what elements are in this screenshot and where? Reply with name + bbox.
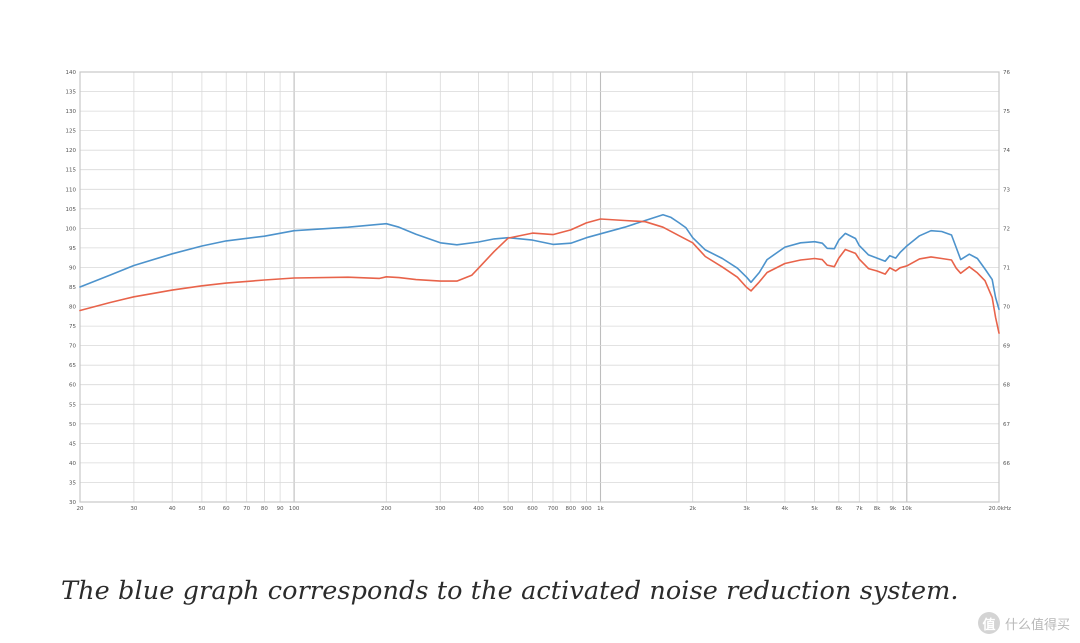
x-tick-label: 30	[130, 506, 137, 512]
chart-background	[0, 0, 1080, 560]
y-tick-label: 60	[69, 383, 76, 389]
right-axis-tick-labels: 66 67 68 69 70 71 72 73 74 75 76	[1003, 70, 1010, 467]
y-tick-label: 55	[69, 402, 76, 408]
y-tick-label: 95	[69, 246, 76, 252]
y-tick-label: 120	[66, 148, 77, 154]
y-tick-label: 45	[69, 441, 76, 447]
x-tick-label: 1k	[597, 506, 604, 512]
right-tick-label: 68	[1003, 383, 1010, 389]
x-tick-label: 7k	[856, 506, 863, 512]
x-tick-label: 80	[261, 506, 268, 512]
y-tick-label: 75	[69, 324, 76, 330]
x-tick-label: 50	[198, 506, 205, 512]
x-tick-label: 90	[277, 506, 284, 512]
y-axis-tick-labels: 30 35 40 45 50 55 60 65 70 75 80 85 90 95 100 105 110 115…	[66, 70, 77, 506]
x-tick-label: 200	[381, 506, 392, 512]
y-tick-label: 85	[69, 285, 76, 291]
y-tick-label: 115	[66, 168, 77, 174]
y-tick-label: 105	[66, 207, 77, 213]
x-tick-label: 600	[527, 506, 538, 512]
y-tick-label: 50	[69, 422, 76, 428]
y-tick-label: 35	[69, 481, 76, 487]
x-tick-label: 700	[548, 506, 559, 512]
x-tick-label: 2k	[689, 506, 696, 512]
x-tick-label: 60	[223, 506, 230, 512]
y-tick-label: 65	[69, 363, 76, 369]
x-tick-label: 6k	[835, 506, 842, 512]
site-watermark: 值 什么值得买	[977, 611, 1070, 635]
frequency-response-chart: 20 30 40 50 60 70 80 90 100 200 300 400 500 600 700 800…	[0, 0, 1080, 560]
right-tick-label: 73	[1003, 187, 1010, 193]
y-tick-label: 100	[66, 226, 77, 232]
y-tick-label: 80	[69, 305, 76, 311]
figure-caption: The blue graph corresponds to the activa…	[61, 576, 959, 606]
y-tick-label: 40	[69, 461, 76, 467]
red-response-line	[79, 218, 1000, 334]
y-tick-label: 90	[69, 266, 76, 272]
y-tick-label: 110	[66, 187, 77, 193]
y-tick-label: 30	[69, 500, 76, 506]
right-tick-label: 71	[1003, 266, 1010, 272]
blue-response-line	[79, 213, 1000, 311]
x-tick-label: 3k	[743, 506, 750, 512]
x-tick-label: 20.0kHz	[989, 506, 1012, 512]
y-tick-label: 125	[66, 129, 77, 135]
x-tick-label: 10k	[902, 506, 913, 512]
right-tick-label: 72	[1003, 226, 1010, 232]
right-tick-label: 75	[1003, 109, 1010, 115]
x-tick-label: 100	[289, 506, 300, 512]
x-tick-label: 70	[243, 506, 250, 512]
right-tick-label: 67	[1003, 422, 1010, 428]
right-tick-label: 76	[1003, 70, 1010, 76]
y-tick-label: 140	[66, 70, 77, 76]
y-tick-label: 135	[66, 90, 77, 96]
x-tick-label: 400	[473, 506, 484, 512]
right-tick-label: 66	[1003, 461, 1010, 467]
x-tick-label: 8k	[874, 506, 881, 512]
watermark-text: 什么值得买	[1004, 617, 1070, 633]
x-tick-label: 9k	[889, 506, 896, 512]
y-tick-label: 130	[66, 109, 77, 115]
x-tick-label: 20	[77, 506, 84, 512]
right-tick-label: 74	[1003, 148, 1010, 154]
x-tick-label: 300	[435, 506, 446, 512]
x-tick-label: 900	[581, 506, 592, 512]
x-tick-label: 4k	[782, 506, 789, 512]
x-axis-tick-labels: 20 30 40 50 60 70 80 90 100 200 300 400 500 600 700 800…	[77, 506, 1012, 512]
right-tick-label: 70	[1003, 305, 1010, 311]
series-layer	[79, 213, 1000, 334]
x-tick-label: 5k	[811, 506, 818, 512]
y-tick-label: 70	[69, 344, 76, 350]
watermark-logo-icon: 值	[977, 612, 1000, 634]
x-tick-label: 40	[169, 506, 176, 512]
right-tick-label: 69	[1003, 344, 1010, 350]
x-tick-label: 800	[566, 506, 577, 512]
x-tick-label: 500	[503, 506, 514, 512]
